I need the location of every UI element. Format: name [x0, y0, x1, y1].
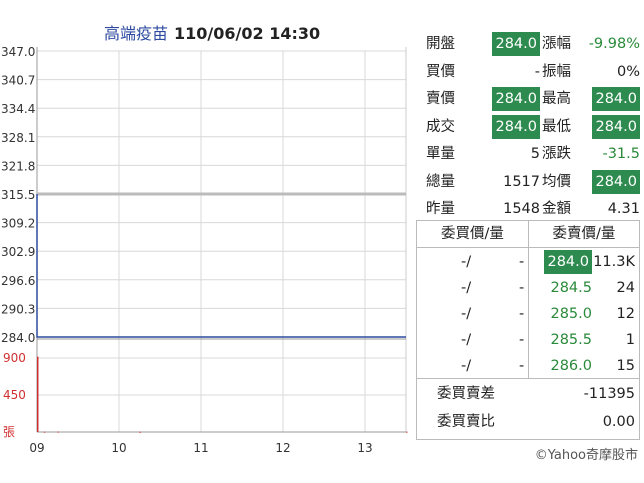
quote-label: 金額	[542, 201, 571, 217]
bid-header: 委買價/量	[417, 221, 528, 248]
ask-price: 284.0	[544, 250, 592, 274]
quote-row: 成交 284.0 最低 284.0	[424, 114, 640, 143]
quote-label: 總量	[426, 173, 455, 190]
diff-value: -11395	[583, 386, 635, 402]
quote-value: 0%	[616, 63, 640, 80]
quote-value: 284.0	[592, 87, 640, 111]
book-separator	[417, 378, 639, 379]
bid-volume: -	[519, 332, 525, 348]
quote-value: -31.5	[602, 146, 640, 162]
diff-label: 委買賣差	[437, 386, 495, 402]
quote-label: 最高	[542, 91, 571, 107]
quote-label: 振幅	[542, 63, 571, 80]
bid-price: -/	[461, 358, 472, 374]
bid-volume: -	[519, 358, 525, 374]
x-tick-label: 10	[111, 441, 126, 455]
ask-volume: 24	[616, 280, 635, 296]
quote-label: 最低	[542, 118, 571, 135]
x-tick-label: 12	[275, 441, 290, 455]
bid-volume: -	[519, 254, 525, 270]
quote-value: 4.31	[607, 201, 640, 217]
quote-value: 1517	[503, 173, 540, 190]
y-tick-label: 315.5	[1, 188, 35, 202]
y-tick-label: 290.3	[1, 302, 35, 316]
quote-panel: 開盤 284.0 漲幅 -9.98% 買價 - 振幅 0% 賣價 284.0 最高 284.0 成交 28…	[424, 32, 640, 225]
quote-label: 賣價	[426, 91, 455, 107]
volume-tick-label: 450	[3, 388, 26, 402]
quote-row: 單量 5 漲跌 -31.5	[424, 142, 640, 170]
ask-volume: 1	[625, 332, 635, 348]
ratio-label: 委買賣比	[437, 414, 495, 430]
copyright: ©Yahoo奇摩股市	[534, 448, 638, 463]
ask-volume: 12	[616, 306, 635, 322]
ask-price: 284.5	[550, 280, 592, 296]
x-tick-label: 13	[357, 441, 372, 455]
quote-label: 漲跌	[542, 146, 571, 162]
bid-price: -/	[461, 280, 472, 296]
bid-price: -/	[461, 306, 472, 322]
quote-value: -	[534, 63, 540, 80]
volume-bar	[57, 431, 59, 433]
quote-value: -9.98%	[588, 36, 640, 52]
quote-value: 284.0	[492, 114, 540, 139]
quote-value: 1548	[503, 201, 540, 217]
ask-volume: 11.3K	[593, 254, 635, 270]
quote-row: 開盤 284.0 漲幅 -9.98%	[424, 32, 640, 60]
quote-value: 284.0	[592, 169, 640, 194]
ratio-value: 0.00	[602, 414, 635, 430]
book-divider	[528, 221, 529, 378]
y-tick-label: 340.7	[1, 74, 35, 88]
y-tick-label: 334.4	[1, 102, 35, 116]
quote-label: 成交	[426, 118, 455, 135]
volume-bar	[139, 431, 141, 433]
bid-price: -/	[461, 254, 472, 270]
ask-price: 285.0	[550, 306, 592, 322]
quote-label: 開盤	[426, 36, 455, 52]
price-series-line	[36, 194, 406, 338]
bid-price: -/	[461, 332, 472, 348]
ask-volume: 15	[616, 358, 635, 374]
quote-label: 昨量	[426, 201, 455, 217]
y-tick-label: 321.8	[1, 159, 35, 173]
quote-label: 漲幅	[542, 36, 571, 52]
y-tick-label: 328.1	[1, 131, 35, 145]
quote-label: 買價	[426, 63, 455, 80]
quote-datetime: 110/06/02 14:30	[174, 24, 321, 43]
quote-row: 總量 1517 均價 284.0	[424, 169, 640, 198]
bid-volume: -	[519, 306, 525, 322]
order-book: 委買價/量 委賣價/量 委買賣差 -11395 委買賣比 0.00 -/ - 284…	[416, 220, 640, 440]
volume-bar	[37, 356, 39, 432]
volume-bar	[43, 431, 46, 433]
chart-title: 高端疫苗 110/06/02 14:30	[104, 24, 320, 44]
ask-header: 委賣價/量	[529, 221, 639, 248]
stock-name[interactable]: 高端疫苗	[104, 24, 169, 43]
y-tick-label: 284.0	[1, 331, 35, 345]
quote-value: 284.0	[492, 32, 540, 56]
quote-value: 284.0	[592, 114, 640, 139]
intraday-chart: 347.0 340.7 334.4 328.1 321.8 315.5 309.2 302.9…	[1, 45, 408, 455]
quote-value: 5	[530, 146, 540, 162]
x-tick-label: 11	[193, 441, 208, 455]
quote-label: 均價	[542, 173, 571, 190]
x-tick-label: 09	[29, 441, 44, 455]
quote-row: 買價 - 振幅 0%	[424, 60, 640, 88]
volume-bar	[406, 431, 408, 433]
quote-row: 昨量 1548 金額 4.31	[424, 197, 640, 225]
bid-volume: -	[519, 280, 525, 296]
quote-label: 單量	[426, 146, 455, 162]
quote-row: 賣價 284.0 最高 284.0	[424, 87, 640, 115]
ask-price: 286.0	[550, 358, 592, 374]
y-tick-label: 302.9	[1, 245, 35, 259]
ask-price: 285.5	[550, 332, 592, 348]
volume-tick-label: 張	[3, 425, 15, 439]
y-tick-label: 296.6	[1, 274, 35, 288]
y-tick-label: 347.0	[1, 45, 35, 59]
y-tick-label: 309.2	[1, 217, 35, 231]
quote-value: 284.0	[492, 87, 540, 111]
volume-tick-label: 900	[3, 351, 26, 365]
